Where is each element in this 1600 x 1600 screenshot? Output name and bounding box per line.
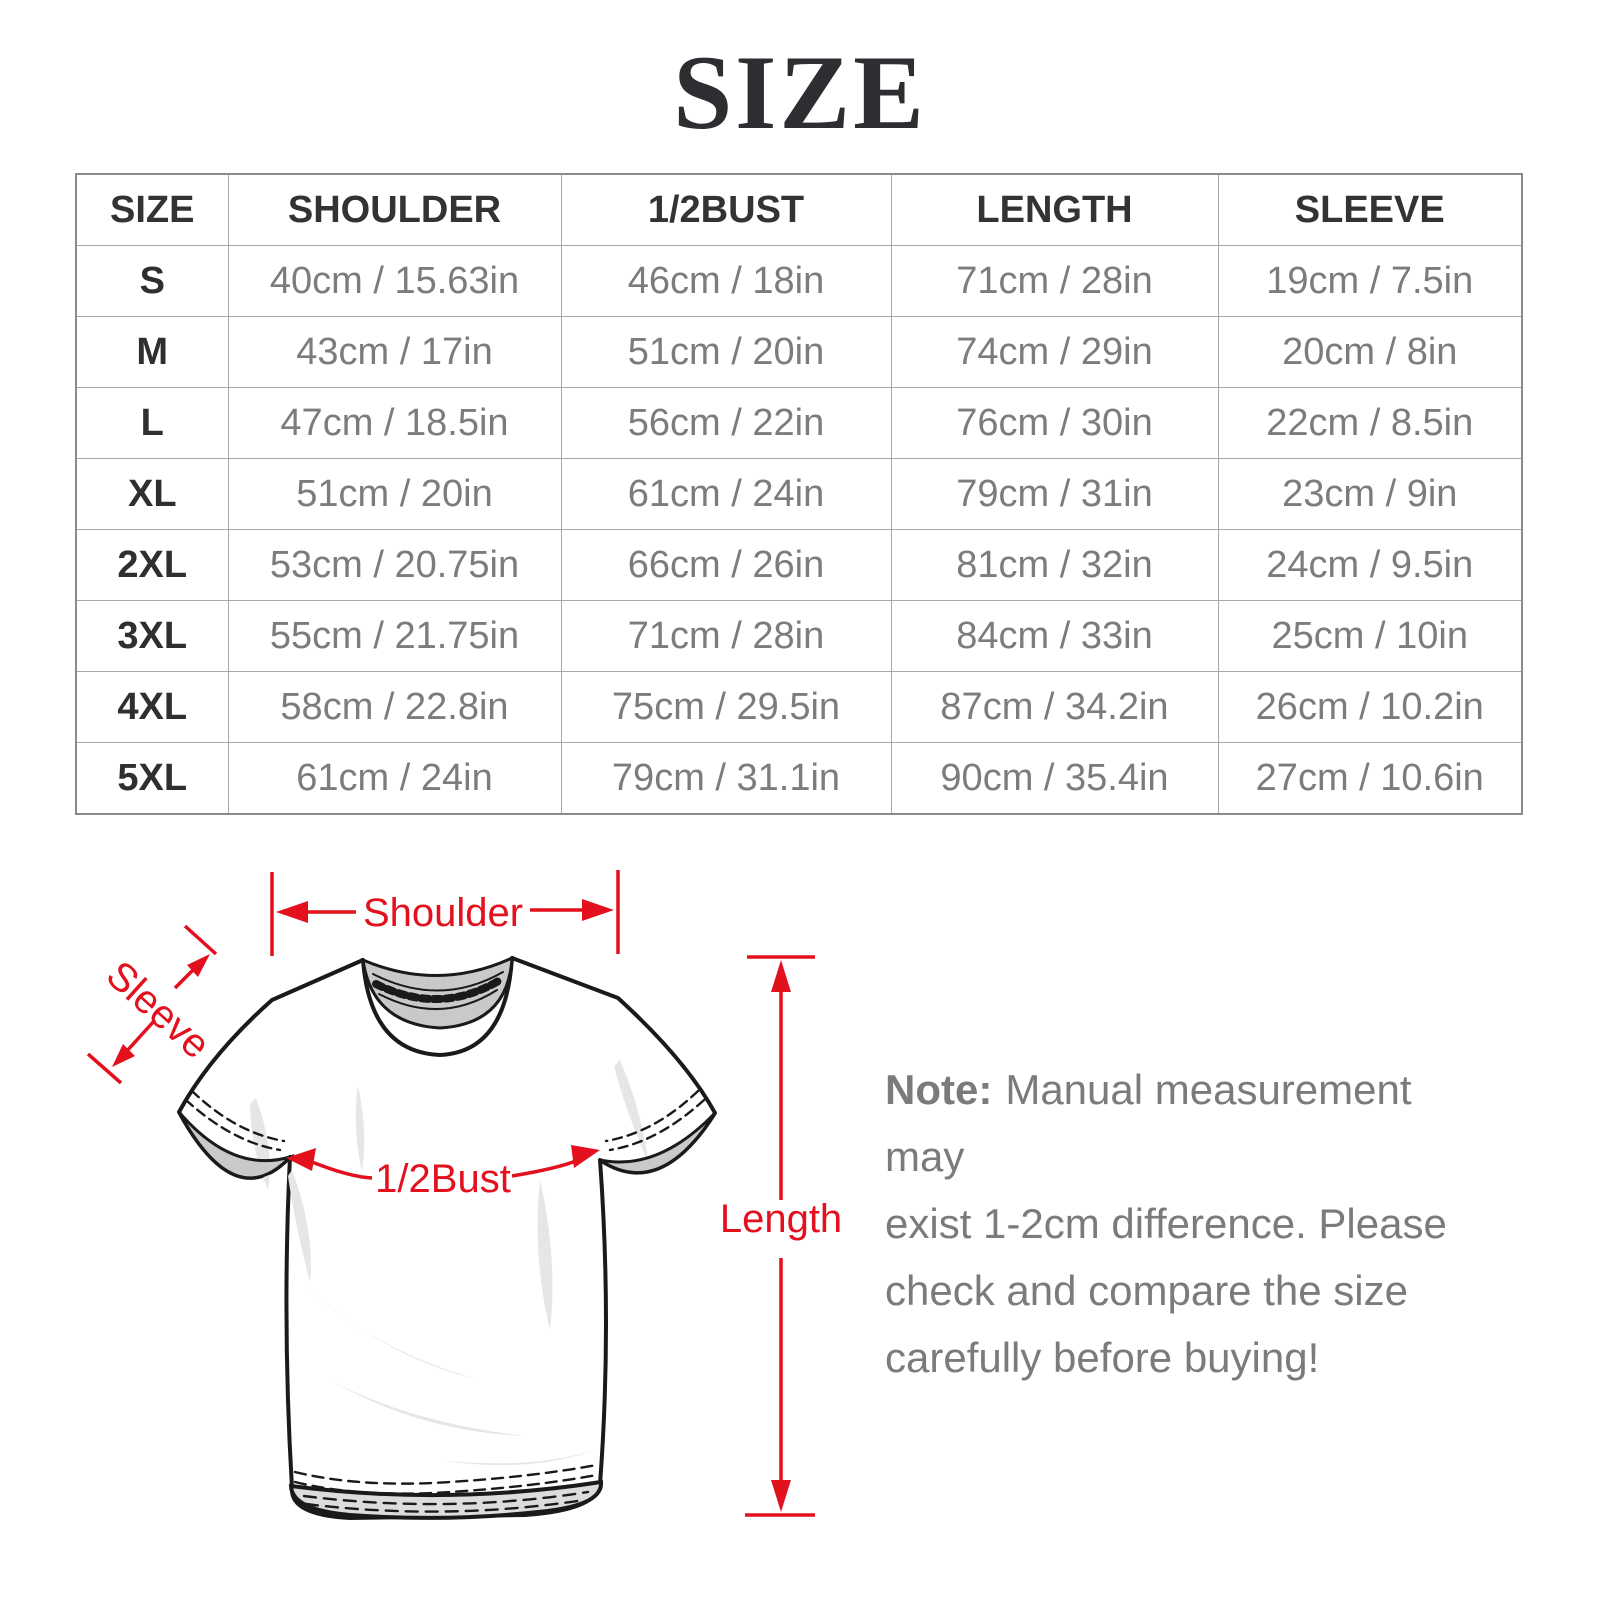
col-header-bust: 1/2BUST bbox=[560, 173, 892, 246]
sleeve-arrowhead-top bbox=[187, 954, 210, 977]
shoulder-cell: 53cm / 20.75in bbox=[227, 529, 562, 601]
bust-cell: 56cm / 22in bbox=[560, 387, 892, 459]
size-cell: S bbox=[75, 245, 229, 317]
note-text: Note: Manual measurement may exist 1-2cm … bbox=[885, 1056, 1485, 1391]
length-arrowhead-top bbox=[771, 960, 791, 992]
size-cell: 5XL bbox=[75, 742, 229, 815]
shoulder-label: Shoulder bbox=[363, 891, 523, 935]
bust-cell: 61cm / 24in bbox=[560, 458, 892, 530]
shoulder-cell: 40cm / 15.63in bbox=[227, 245, 562, 317]
bust-cell: 71cm / 28in bbox=[560, 600, 892, 672]
sleeve-annotation: Sleeve bbox=[86, 924, 218, 1085]
length-cell: 90cm / 35.4in bbox=[890, 742, 1219, 815]
hem bbox=[288, 1463, 604, 1520]
shoulder-cell: 61cm / 24in bbox=[227, 742, 562, 815]
note-label: Note: bbox=[885, 1066, 993, 1113]
col-header-shoulder: SHOULDER bbox=[227, 173, 562, 246]
table-row: M 43cm / 17in 51cm / 20in 74cm / 29in 20cm /… bbox=[75, 316, 1523, 388]
bust-cell: 75cm / 29.5in bbox=[560, 671, 892, 743]
size-table-body: S 40cm / 15.63in 46cm / 18in 71cm / 28in 19c… bbox=[75, 245, 1523, 815]
size-cell: 3XL bbox=[75, 600, 229, 672]
length-cell: 81cm / 32in bbox=[890, 529, 1219, 601]
size-cell: XL bbox=[75, 458, 229, 530]
length-annotation: Length bbox=[720, 955, 842, 1517]
shoulder-annotation: Shoulder bbox=[270, 870, 620, 956]
tshirt-outline bbox=[177, 956, 717, 1520]
sleeve-cell: 22cm / 8.5in bbox=[1217, 387, 1523, 459]
table-row: 4XL 58cm / 22.8in 75cm / 29.5in 87cm / 34.2… bbox=[75, 671, 1523, 743]
right-sleeve-cuff bbox=[599, 1089, 717, 1175]
collar-rib-line-top bbox=[372, 971, 504, 992]
note-line-3: check and compare the size bbox=[885, 1267, 1408, 1314]
bust-cell: 66cm / 26in bbox=[560, 529, 892, 601]
sleeve-tick-bottom bbox=[86, 1052, 123, 1085]
shoulder-arrowhead-left bbox=[276, 901, 308, 923]
bust-arrowhead-right bbox=[571, 1145, 600, 1168]
length-label: Length bbox=[720, 1197, 842, 1241]
col-header-sleeve: SLEEVE bbox=[1217, 173, 1523, 246]
length-cell: 74cm / 29in bbox=[890, 316, 1219, 388]
shoulder-cell: 55cm / 21.75in bbox=[227, 600, 562, 672]
length-cell: 79cm / 31in bbox=[890, 458, 1219, 530]
sleeve-cell: 23cm / 9in bbox=[1217, 458, 1523, 530]
sleeve-tick-top bbox=[183, 924, 218, 956]
collar-ribbing bbox=[372, 976, 504, 1003]
shoulder-arrowhead-right bbox=[582, 899, 614, 921]
col-header-length: LENGTH bbox=[890, 173, 1219, 246]
sleeve-cell: 19cm / 7.5in bbox=[1217, 245, 1523, 317]
sleeve-arrowhead-bottom bbox=[112, 1044, 135, 1067]
length-cell: 71cm / 28in bbox=[890, 245, 1219, 317]
table-row: 3XL 55cm / 21.75in 71cm / 28in 84cm / 33in 2… bbox=[75, 600, 1523, 672]
measurement-diagram: Shoulder Sleeve 1/2Bust bbox=[60, 860, 860, 1580]
tshirt-diagram-svg: Shoulder Sleeve 1/2Bust bbox=[86, 870, 842, 1520]
shoulder-cell: 43cm / 17in bbox=[227, 316, 562, 388]
shoulder-cell: 51cm / 20in bbox=[227, 458, 562, 530]
table-row: 5XL 61cm / 24in 79cm / 31.1in 90cm / 35.4in… bbox=[75, 742, 1523, 815]
note-line-1: Manual measurement may bbox=[885, 1066, 1412, 1180]
size-cell: 4XL bbox=[75, 671, 229, 743]
sleeve-cell: 26cm / 10.2in bbox=[1217, 671, 1523, 743]
size-table: SIZE SHOULDER 1/2BUST LENGTH SLEEVE S 40c… bbox=[75, 173, 1523, 815]
note-line-4: carefully before buying! bbox=[885, 1334, 1320, 1381]
sleeve-cell: 25cm / 10in bbox=[1217, 600, 1523, 672]
length-arrowhead-bottom bbox=[771, 1480, 791, 1512]
page-title: SIZE bbox=[673, 34, 927, 151]
sleeve-cell: 20cm / 8in bbox=[1217, 316, 1523, 388]
col-header-size: SIZE bbox=[75, 173, 229, 246]
collar bbox=[361, 955, 514, 1030]
table-row: S 40cm / 15.63in 46cm / 18in 71cm / 28in 19c… bbox=[75, 245, 1523, 317]
sleeve-cell: 24cm / 9.5in bbox=[1217, 529, 1523, 601]
table-header-row: SIZE SHOULDER 1/2BUST LENGTH SLEEVE bbox=[75, 173, 1523, 246]
size-cell: 2XL bbox=[75, 529, 229, 601]
collar-rib-line-bottom bbox=[378, 989, 498, 1010]
length-cell: 84cm / 33in bbox=[890, 600, 1219, 672]
length-cell: 76cm / 30in bbox=[890, 387, 1219, 459]
bust-annotation: 1/2Bust bbox=[286, 1145, 600, 1201]
table-row: L 47cm / 18.5in 56cm / 22in 76cm / 30in 22cm… bbox=[75, 387, 1523, 459]
length-cell: 87cm / 34.2in bbox=[890, 671, 1219, 743]
table-row: XL 51cm / 20in 61cm / 24in 79cm / 31in 23cm … bbox=[75, 458, 1523, 530]
shoulder-cell: 58cm / 22.8in bbox=[227, 671, 562, 743]
size-cell: L bbox=[75, 387, 229, 459]
bust-cell: 46cm / 18in bbox=[560, 245, 892, 317]
bust-cell: 51cm / 20in bbox=[560, 316, 892, 388]
note-line-2: exist 1-2cm difference. Please bbox=[885, 1200, 1447, 1247]
collar-back-shade bbox=[361, 955, 514, 1030]
bust-arrowhead-left bbox=[286, 1148, 316, 1171]
bust-cell: 79cm / 31.1in bbox=[560, 742, 892, 815]
size-cell: M bbox=[75, 316, 229, 388]
table-row: 2XL 53cm / 20.75in 66cm / 26in 81cm / 32in 2… bbox=[75, 529, 1523, 601]
bust-label: 1/2Bust bbox=[375, 1157, 511, 1201]
sleeve-cell: 27cm / 10.6in bbox=[1217, 742, 1523, 815]
shoulder-cell: 47cm / 18.5in bbox=[227, 387, 562, 459]
